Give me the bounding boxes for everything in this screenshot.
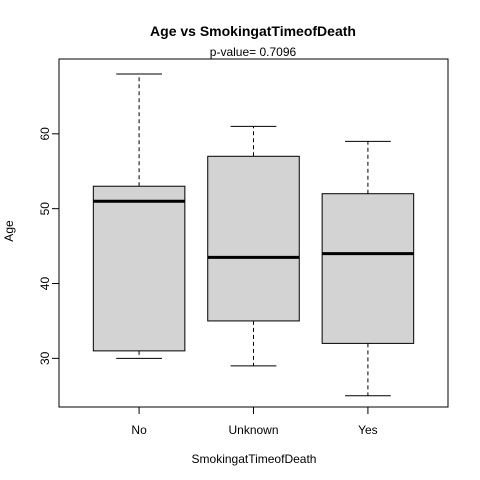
x-axis-label: SmokingatTimeofDeath xyxy=(192,452,317,466)
chart-subtitle: p-value= 0.7096 xyxy=(210,45,297,59)
chart-title: Age vs SmokingatTimeofDeath xyxy=(150,23,356,39)
x-tick-label-unknown: Unknown xyxy=(228,423,278,437)
y-tick-label-40: 40 xyxy=(38,277,52,291)
y-tick-label-60: 60 xyxy=(38,127,52,141)
x-tick-label-yes: Yes xyxy=(358,423,378,437)
y-tick-label-50: 50 xyxy=(38,202,52,216)
x-tick-label-no: No xyxy=(131,423,147,437)
y-tick-label-30: 30 xyxy=(38,351,52,365)
y-axis-label: Age xyxy=(2,220,16,242)
box-yes xyxy=(321,193,415,344)
box-no xyxy=(92,185,186,352)
box-unknown xyxy=(207,155,300,322)
plot-area: 30 40 50 60 No Unknown Yes xyxy=(38,58,449,437)
